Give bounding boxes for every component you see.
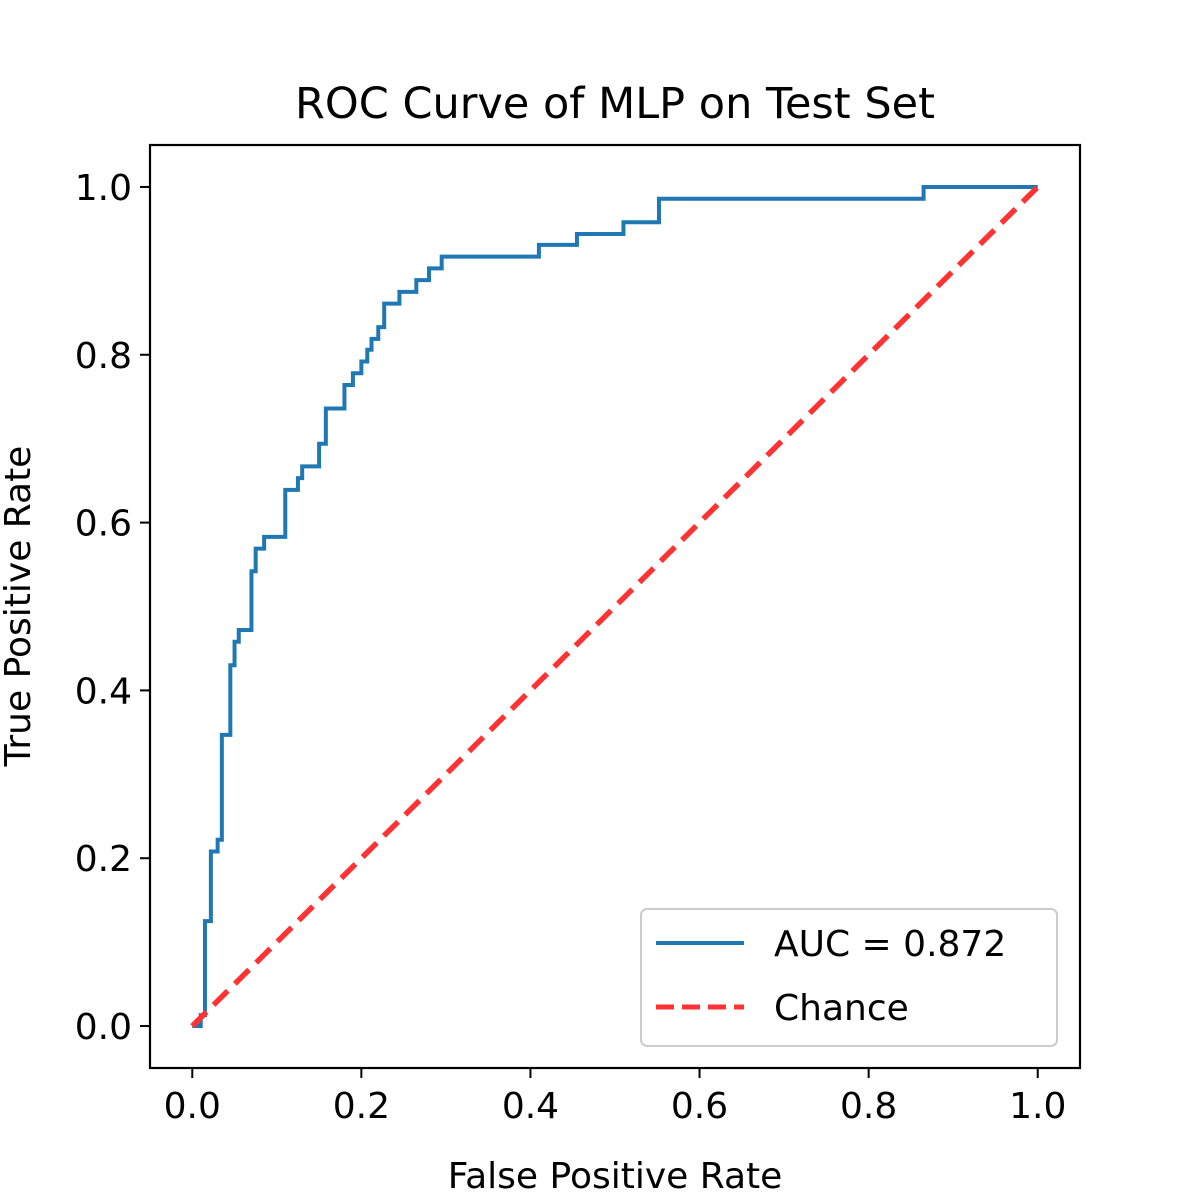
chance-diagonal-line xyxy=(190,184,1040,1029)
y-tick-label: 0.2 xyxy=(75,839,132,880)
x-axis-ticks: 0.0 0.2 0.4 0.6 0.8 1.0 xyxy=(164,1068,1066,1127)
series-layer xyxy=(190,184,1040,1029)
legend-box xyxy=(640,908,1058,1047)
x-axis-label: False Positive Rate xyxy=(448,1156,783,1197)
legend-label-chance: Chance xyxy=(774,988,909,1029)
y-tick-label: 0.4 xyxy=(75,671,132,712)
x-tick-label: 0.6 xyxy=(671,1086,728,1127)
x-tick-label: 0.2 xyxy=(333,1086,390,1127)
legend: AUC = 0.872 Chance xyxy=(640,908,1058,1047)
y-tick-label: 1.0 xyxy=(75,168,132,209)
y-axis-ticks: 0.0 0.2 0.4 0.6 0.8 1.0 xyxy=(75,168,150,1048)
chart-title: ROC Curve of MLP on Test Set xyxy=(295,79,935,129)
y-axis-label: True Positive Rate xyxy=(0,446,39,768)
x-tick-label: 1.0 xyxy=(1009,1086,1066,1127)
plot-frame xyxy=(148,143,1082,1070)
y-tick-label: 0.8 xyxy=(75,336,132,377)
y-tick-label: 0.6 xyxy=(75,504,132,545)
x-tick-label: 0.4 xyxy=(502,1086,559,1127)
legend-label-roc: AUC = 0.872 xyxy=(774,924,1006,965)
x-tick-label: 0.8 xyxy=(840,1086,897,1127)
x-tick-label: 0.0 xyxy=(164,1086,221,1127)
y-tick-label: 0.0 xyxy=(75,1007,132,1048)
roc-curve-line xyxy=(192,184,1038,1029)
